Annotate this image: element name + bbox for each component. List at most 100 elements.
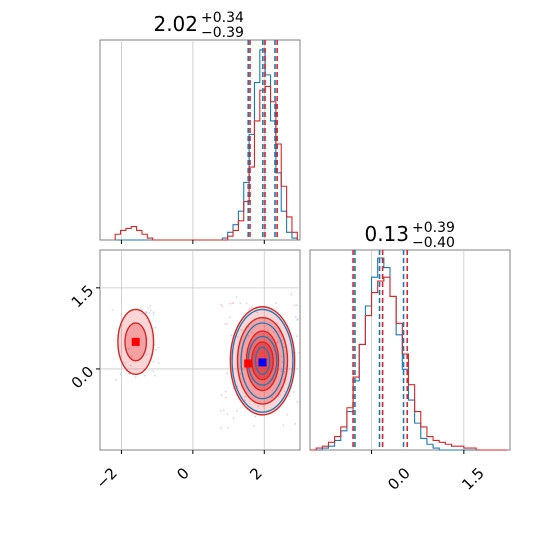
x-tick-label: 1.5 xyxy=(458,464,488,494)
x-tick-label: 2 xyxy=(246,464,265,483)
scatter-point xyxy=(115,378,117,381)
scatter-point xyxy=(140,312,143,315)
joint-contour-panel xyxy=(96,249,301,454)
scatter-point xyxy=(276,322,278,325)
scatter-point xyxy=(139,307,142,310)
scatter-point xyxy=(221,305,224,308)
scatter-point xyxy=(149,305,151,307)
title-param1: 2.02 +0.34 −0.39 xyxy=(153,10,244,41)
x-tick-label: 0 xyxy=(173,464,192,483)
scatter-point xyxy=(235,296,238,298)
blue-contour xyxy=(254,346,271,375)
scatter-point xyxy=(220,303,222,306)
scatter-point xyxy=(266,358,269,361)
scatter-point xyxy=(250,370,253,373)
scatter-point xyxy=(254,415,257,418)
scatter-point xyxy=(294,422,297,425)
y-tick-labels-joint: 0.0 1.5 xyxy=(68,282,98,393)
scatter-point xyxy=(224,390,227,393)
red-mode-marker xyxy=(244,359,253,368)
scatter-point xyxy=(267,335,269,338)
scatter-point xyxy=(261,352,264,354)
scatter-point xyxy=(280,370,283,373)
scatter-point xyxy=(248,335,250,337)
scatter-point xyxy=(244,395,246,398)
scatter-point xyxy=(298,352,300,354)
scatter-point xyxy=(296,304,298,307)
scatter-point xyxy=(262,405,265,408)
scatter-point xyxy=(145,311,148,314)
scatter-point xyxy=(229,316,231,319)
blue-mode-marker xyxy=(258,358,267,367)
scatter-point xyxy=(152,361,155,363)
scatter-point xyxy=(152,313,155,316)
scatter-point xyxy=(272,331,275,333)
scatter-point xyxy=(296,319,299,321)
marginal-histogram-param2 xyxy=(309,249,511,454)
title-param2-minus: −0.40 xyxy=(412,235,455,251)
scatter-point xyxy=(279,393,281,396)
scatter-point xyxy=(243,399,246,402)
scatter-point xyxy=(146,337,149,340)
scatter-point xyxy=(256,361,259,364)
scatter-point xyxy=(290,293,293,296)
scatter-point xyxy=(240,328,243,331)
scatter-point xyxy=(257,405,259,408)
x-tick-labels-param2: 0.0 1.5 xyxy=(384,464,488,494)
scatter-point xyxy=(286,413,289,416)
scatter-point xyxy=(236,336,239,338)
title-param2-value: 0.13 xyxy=(364,222,409,246)
scatter-point xyxy=(253,425,255,427)
scatter-point xyxy=(134,376,137,379)
scatter-point xyxy=(235,409,238,412)
red-mode-marker xyxy=(131,337,140,346)
scatter-point xyxy=(251,306,253,309)
scatter-point xyxy=(288,395,290,397)
blue-contour xyxy=(231,308,294,413)
scatter-point xyxy=(292,391,295,393)
x-tick-labels-joint: −2 0 2 xyxy=(92,464,265,492)
x-tick-label: −2 xyxy=(92,464,120,492)
marginal-histogram-param1 xyxy=(99,39,301,244)
scatter-point xyxy=(256,311,259,314)
scatter-point xyxy=(147,307,150,310)
scatter-point xyxy=(280,355,283,358)
scatter-point xyxy=(121,324,123,326)
scatter-point xyxy=(148,312,151,315)
scatter-point xyxy=(144,374,146,377)
title-param2: 0.13 +0.39 −0.40 xyxy=(364,220,454,251)
scatter-point xyxy=(155,348,158,351)
scatter-point xyxy=(296,400,299,403)
scatter-point xyxy=(262,334,264,336)
scatter-point xyxy=(145,353,148,356)
title-param2-plus: +0.39 xyxy=(412,220,455,236)
scatter-point xyxy=(275,302,278,304)
scatter-point xyxy=(119,372,122,375)
scatter-point xyxy=(224,396,227,399)
scatter-point xyxy=(232,417,235,420)
scatter-point xyxy=(152,370,155,372)
scatter-point xyxy=(149,309,152,312)
histogram-step-red xyxy=(114,85,298,241)
scatter-point xyxy=(266,362,269,365)
blue-contour xyxy=(240,322,285,400)
scatter-point xyxy=(232,301,235,304)
scatter-point xyxy=(277,341,279,344)
scatter-point xyxy=(282,424,285,427)
title-param1-minus: −0.39 xyxy=(201,25,244,41)
scatter-point xyxy=(154,326,157,329)
scatter-point xyxy=(294,316,297,318)
scatter-point xyxy=(130,355,133,357)
scatter-point xyxy=(219,410,222,412)
scatter-point xyxy=(245,302,248,305)
scatter-point xyxy=(283,390,286,393)
scatter-point xyxy=(230,334,233,337)
scatter-point xyxy=(248,307,251,310)
scatter-point xyxy=(281,361,284,364)
scatter-point xyxy=(111,309,114,311)
scatter-point xyxy=(128,372,131,375)
scatter-point xyxy=(224,323,226,326)
scatter-point xyxy=(157,362,160,364)
histogram-step-red xyxy=(310,276,507,451)
